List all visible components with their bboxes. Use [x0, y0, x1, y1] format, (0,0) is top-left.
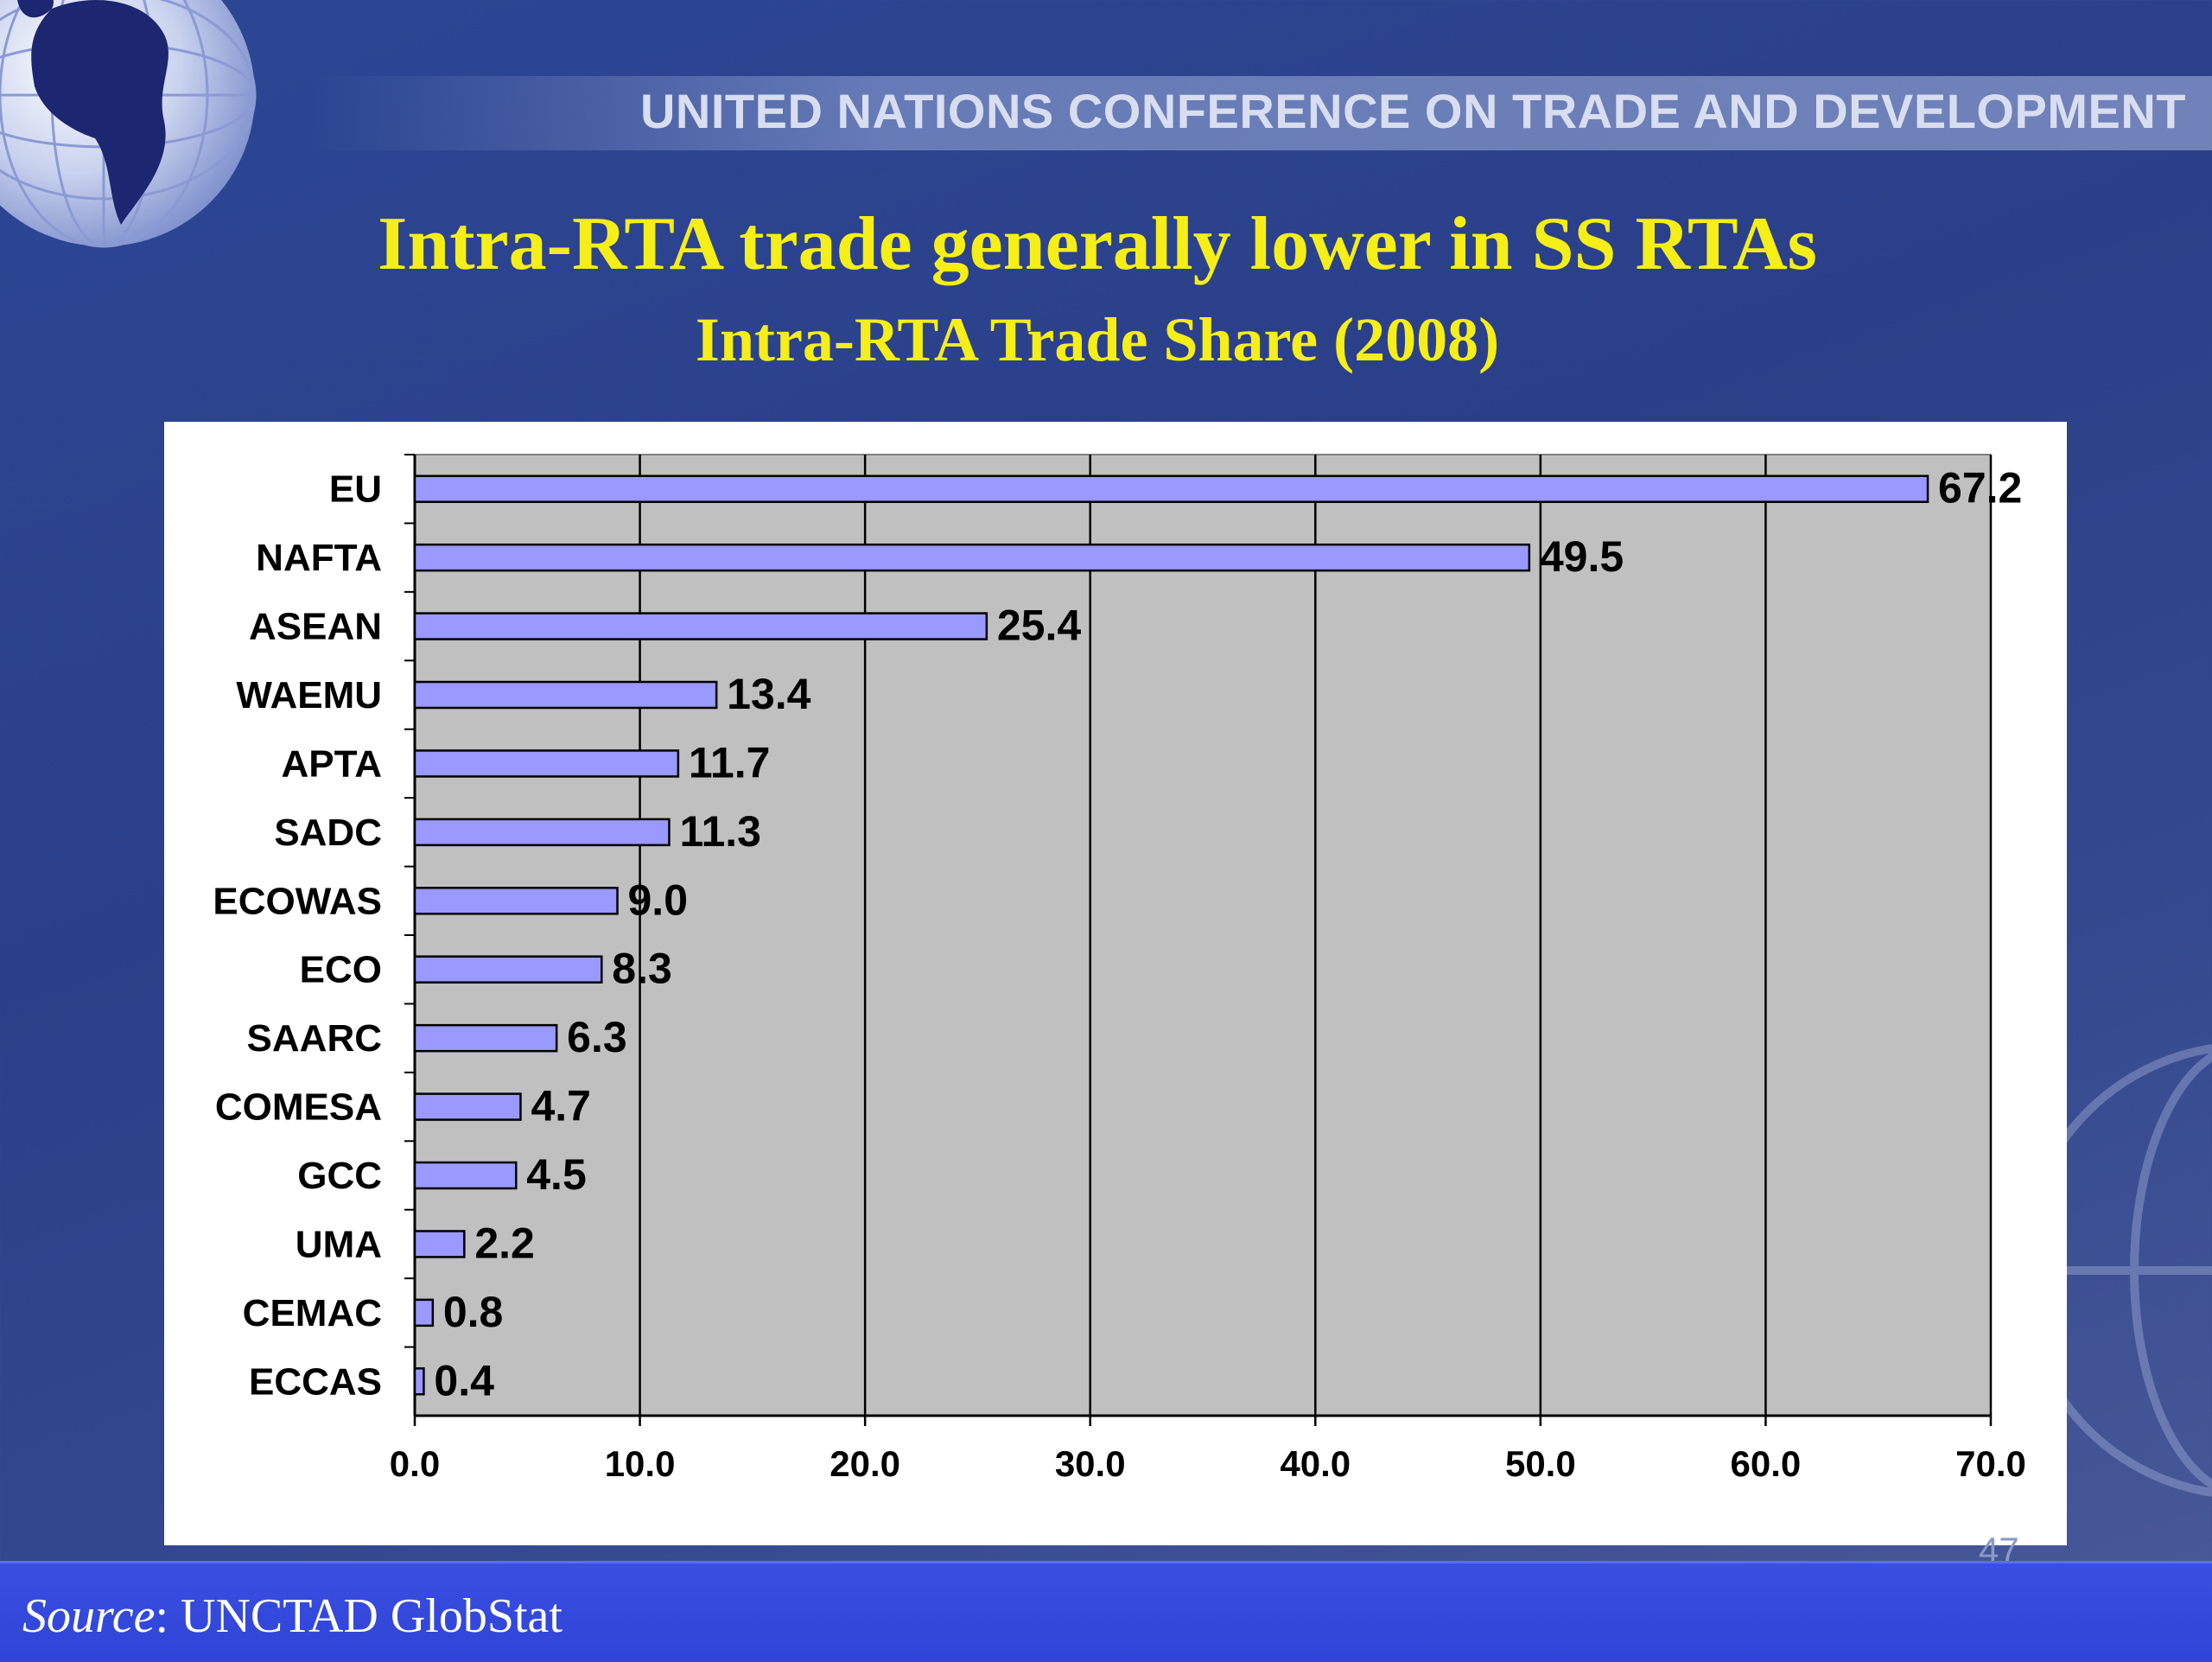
x-tick-label: 60.0	[1731, 1443, 1802, 1484]
category-label: COMESA	[215, 1086, 382, 1129]
category-label: WAEMU	[236, 674, 382, 716]
bar	[413, 749, 680, 778]
x-tick-label: 20.0	[830, 1443, 900, 1484]
data-label: 49.5	[1540, 532, 1624, 581]
category-label: ASEAN	[249, 606, 382, 648]
category-label: GCC	[297, 1155, 382, 1197]
bar	[413, 1230, 466, 1258]
category-label: SAARC	[247, 1017, 382, 1060]
category-label: NAFTA	[256, 537, 382, 579]
category-label: ECCAS	[249, 1360, 382, 1403]
bar	[413, 1161, 518, 1190]
x-tick-label: 30.0	[1055, 1443, 1126, 1484]
category-label: ECO	[300, 949, 382, 991]
x-tick-label: 50.0	[1505, 1443, 1576, 1484]
chart-subtitle: Intra-RTA Trade Share (2008)	[695, 305, 1500, 374]
category-label: SADC	[274, 812, 382, 854]
plot-area	[415, 455, 1991, 1416]
data-label: 11.7	[689, 738, 771, 786]
org-name: UNITED NATIONS CONFERENCE ON TRADE AND D…	[639, 84, 2186, 138]
bar	[413, 887, 619, 915]
data-label: 6.3	[567, 1013, 627, 1061]
data-label: 13.4	[727, 670, 811, 718]
globe-icon	[0, 0, 257, 248]
source-label: Source	[22, 1589, 156, 1643]
bar	[413, 1298, 435, 1328]
source-text: : UNCTAD GlobStat	[155, 1589, 563, 1643]
chart-panel: 0.0 10.0 20.0 30.0 40.0 50.0 60.0 70.0 EU 67.2 NAF…	[164, 422, 2067, 1545]
bar	[413, 1023, 558, 1053]
bar	[413, 680, 718, 710]
category-label: UMA	[296, 1223, 382, 1265]
footer-bar	[0, 1561, 2212, 1662]
bar	[413, 543, 1531, 572]
source-note: Source: UNCTAD GlobStat	[22, 1589, 563, 1644]
category-label: ECOWAS	[213, 880, 382, 922]
bar	[413, 955, 603, 984]
data-label: 11.3	[679, 807, 761, 856]
x-tick-label: 40.0	[1280, 1443, 1351, 1484]
bar	[413, 1092, 522, 1121]
data-label: 2.2	[474, 1219, 535, 1267]
bar	[413, 612, 988, 640]
x-tick-label: 10.0	[605, 1443, 676, 1484]
data-label: 9.0	[628, 876, 689, 924]
header-banner	[311, 76, 2212, 150]
data-label: 0.4	[434, 1356, 494, 1404]
bar	[413, 474, 1929, 503]
x-tick-label: 0.0	[390, 1443, 440, 1484]
bar	[413, 818, 671, 847]
data-label: 67.2	[1938, 464, 2022, 513]
data-label: 25.4	[997, 602, 1082, 650]
data-label: 8.3	[612, 945, 672, 993]
bar	[413, 1367, 425, 1396]
category-label: EU	[329, 468, 382, 511]
category-label: APTA	[281, 742, 382, 785]
slide-title: Intra-RTA trade generally lower in SS RT…	[378, 202, 1817, 286]
category-label: CEMAC	[243, 1292, 382, 1334]
data-label: 0.8	[443, 1288, 504, 1336]
bar-chart: 0.0 10.0 20.0 30.0 40.0 50.0 60.0 70.0 EU 67.2 NAF…	[213, 454, 2026, 1484]
data-label: 4.5	[526, 1150, 587, 1199]
x-tick-label: 70.0	[1955, 1443, 2026, 1484]
data-label: 4.7	[531, 1082, 591, 1130]
